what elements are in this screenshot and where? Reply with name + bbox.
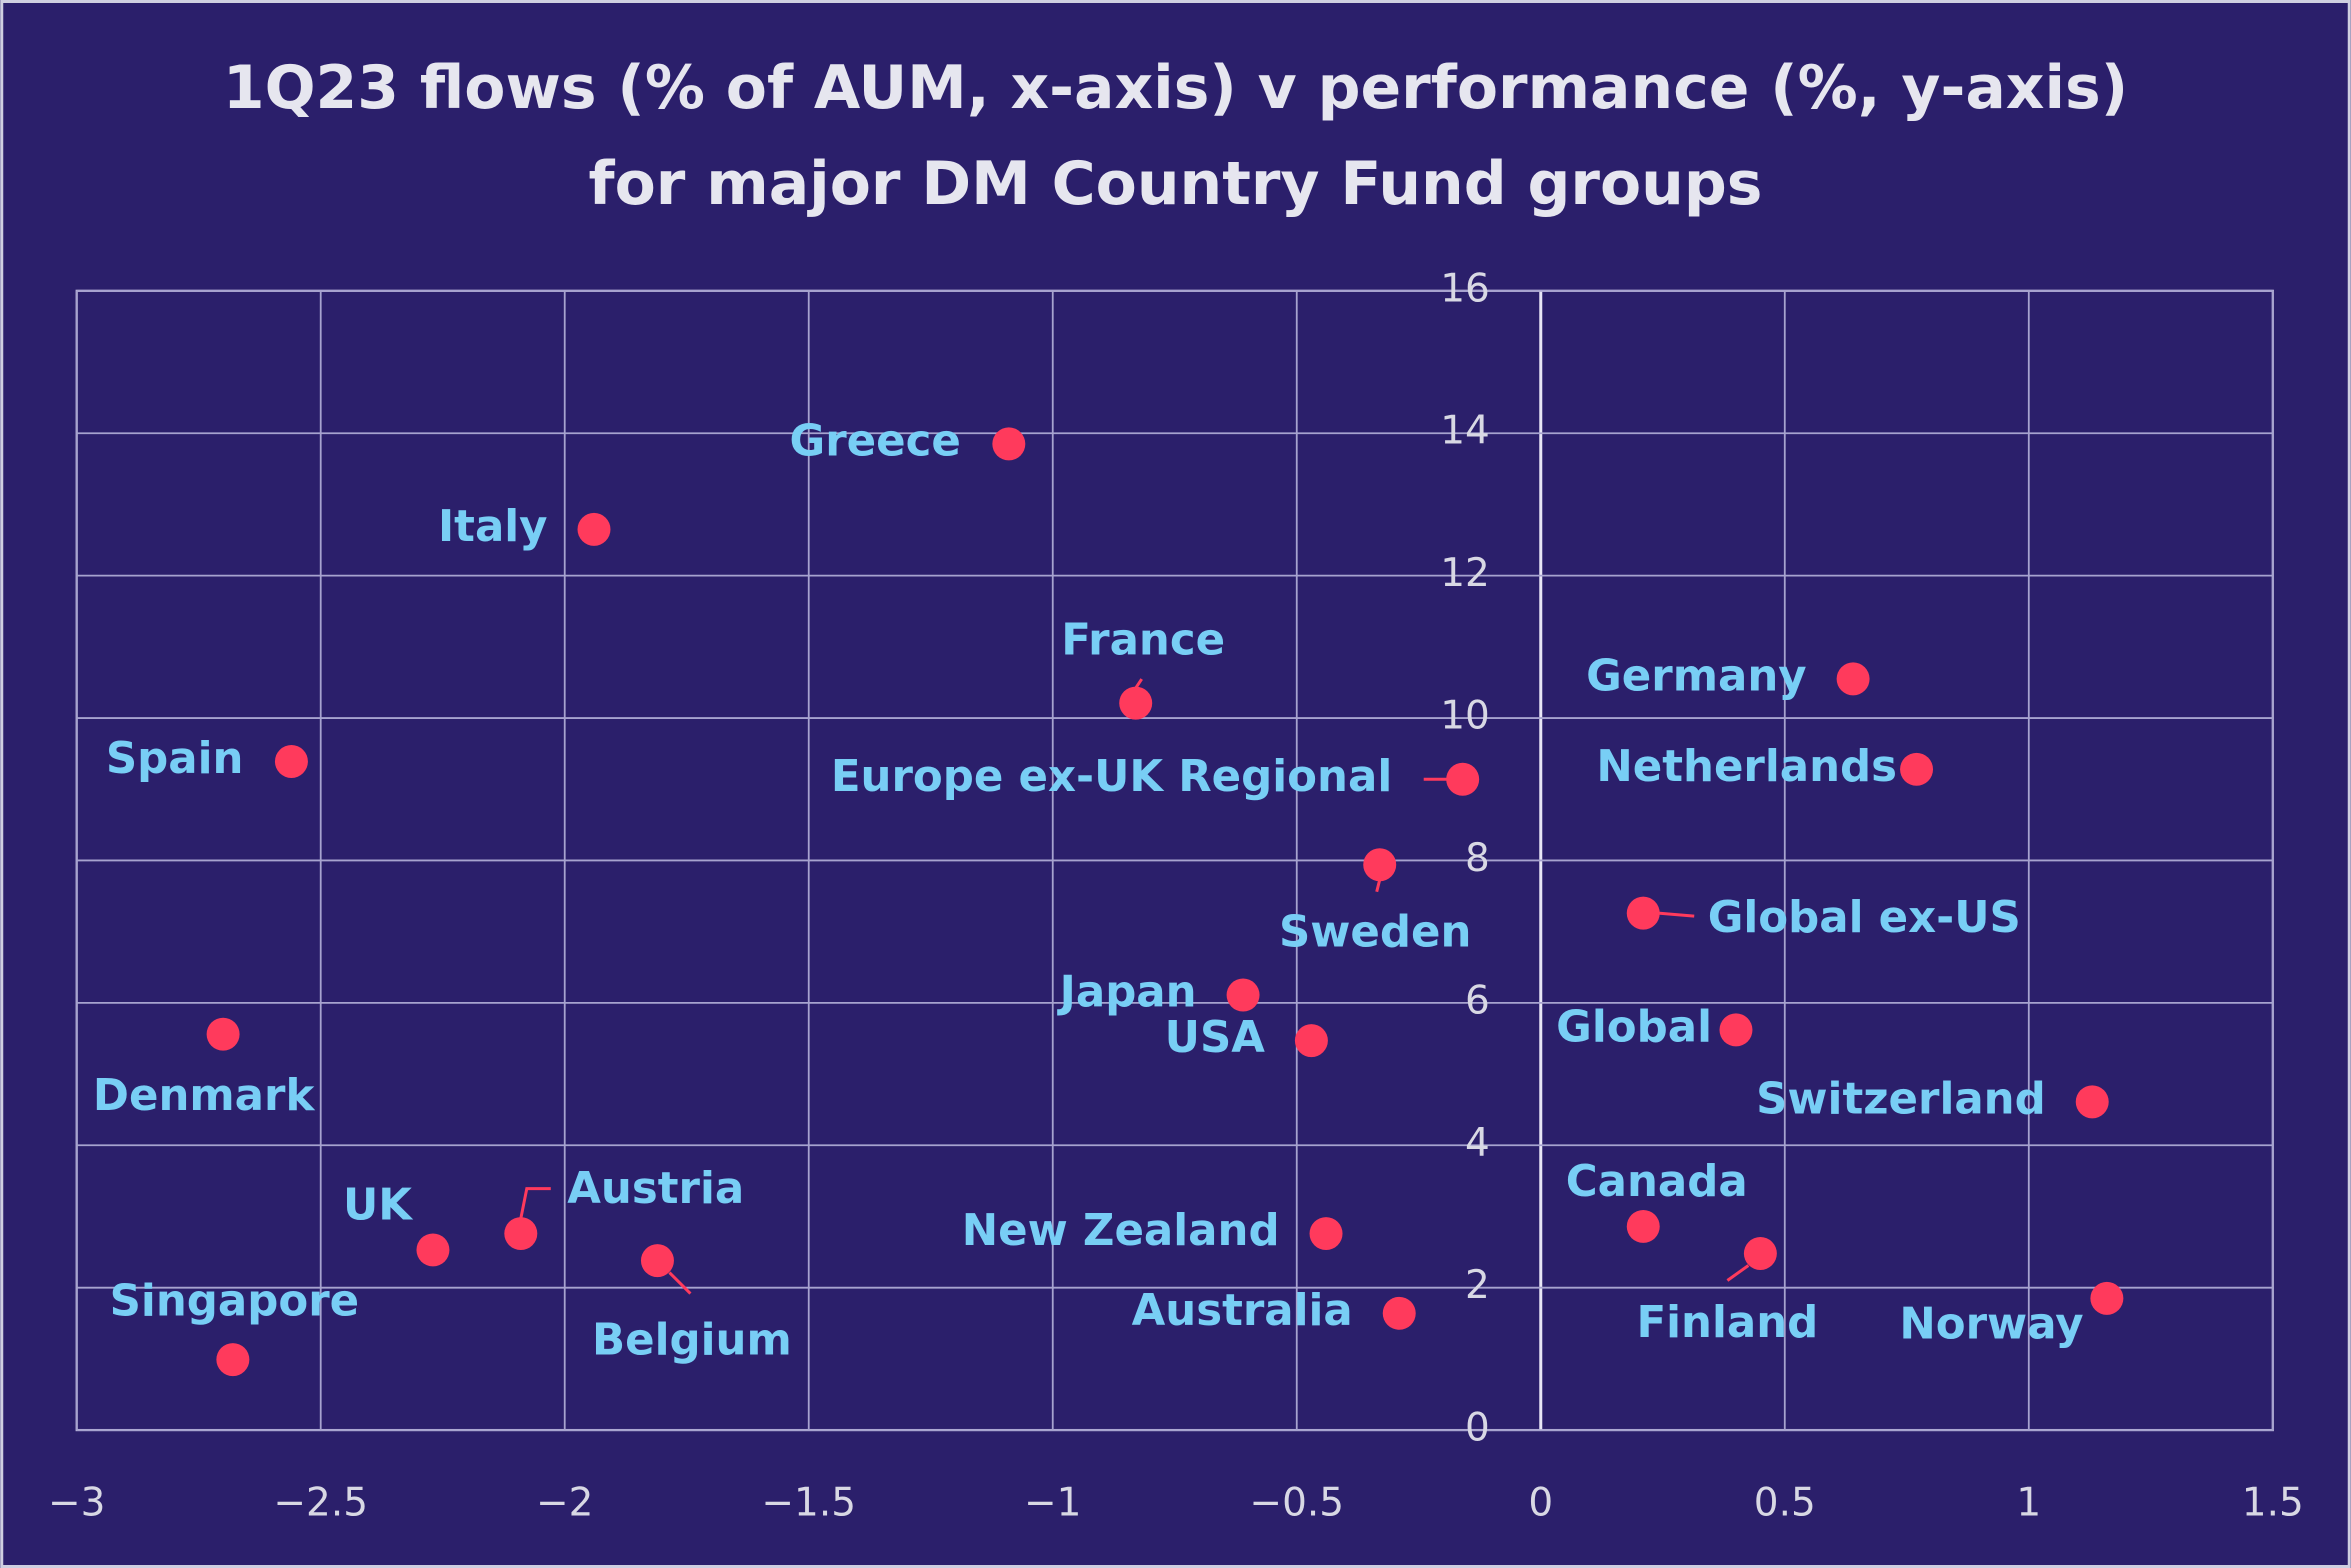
point-label: Australia — [1132, 1286, 1353, 1336]
point-label: UK — [343, 1180, 413, 1230]
point — [1626, 1209, 1660, 1243]
y-tick-label: 0 — [1465, 1406, 1490, 1451]
point-label: Global — [1556, 1002, 1712, 1052]
leader-line — [668, 1271, 692, 1295]
point — [206, 1017, 240, 1051]
chart-title: 1Q23 flows (% of AUM, x-axis) v performa… — [223, 53, 2128, 123]
point — [992, 427, 1026, 461]
x-tick-label: 1.5 — [2242, 1481, 2304, 1526]
point-label: France — [1061, 616, 1225, 666]
y-tick-label: 6 — [1465, 978, 1490, 1023]
point-label: Germany — [1586, 651, 1807, 701]
point — [504, 1217, 538, 1251]
point — [1309, 1217, 1343, 1251]
x-tick-label: −2 — [536, 1481, 593, 1526]
leader-line — [1726, 1264, 1750, 1282]
x-tick-label: −3 — [48, 1481, 105, 1526]
chart-title: for major DM Country Fund groups — [589, 149, 1763, 219]
leader-line — [519, 1187, 551, 1219]
point-label: Denmark — [93, 1071, 316, 1121]
y-tick-label: 2 — [1465, 1263, 1490, 1308]
y-tick-label: 4 — [1465, 1121, 1490, 1166]
point-label: Greece — [790, 416, 961, 466]
point — [1119, 686, 1153, 720]
y-tick-label: 16 — [1440, 266, 1490, 311]
point-label: Europe ex-UK Regional — [831, 752, 1392, 802]
point-label: Spain — [106, 734, 244, 784]
x-tick-label: −1.5 — [761, 1481, 856, 1526]
point-label: Finland — [1636, 1298, 1818, 1348]
point-label: Sweden — [1279, 908, 1472, 958]
point — [1446, 762, 1480, 796]
point — [2075, 1085, 2109, 1119]
point-label: Belgium — [592, 1316, 792, 1366]
point — [274, 744, 308, 778]
point — [216, 1343, 250, 1377]
point-label: Netherlands — [1596, 742, 1897, 792]
point-label: Canada — [1566, 1157, 1748, 1207]
point — [1836, 662, 1870, 696]
y-tick-label: 14 — [1440, 409, 1490, 454]
point — [1900, 752, 1934, 786]
point — [577, 512, 611, 546]
x-tick-label: −2.5 — [273, 1481, 368, 1526]
point-label: USA — [1165, 1013, 1266, 1063]
x-tick-label: 1 — [2016, 1481, 2041, 1526]
leader-line — [1375, 879, 1382, 893]
point-label: Norway — [1899, 1299, 2083, 1349]
point-label: Japan — [1057, 968, 1197, 1018]
point-label: Austria — [567, 1164, 744, 1214]
point — [1226, 978, 1260, 1012]
point — [2090, 1281, 2124, 1315]
point-label: Switzerland — [1756, 1074, 2046, 1124]
x-tick-label: 0 — [1528, 1481, 1553, 1526]
point — [1363, 848, 1397, 882]
x-tick-label: −1 — [1024, 1481, 1081, 1526]
point-label: Italy — [438, 502, 548, 552]
point-label: New Zealand — [962, 1206, 1280, 1256]
point — [1382, 1296, 1416, 1330]
leader-line — [1134, 678, 1143, 689]
point — [416, 1233, 450, 1267]
point — [640, 1244, 674, 1278]
leader-line — [1658, 911, 1695, 918]
point-label: Singapore — [110, 1277, 360, 1327]
point — [1743, 1237, 1777, 1270]
y-tick-label: 8 — [1465, 836, 1490, 881]
point — [1719, 1013, 1753, 1047]
x-tick-label: 0.5 — [1754, 1481, 1816, 1526]
point-label: Global ex-US — [1708, 893, 2021, 943]
y-tick-label: 10 — [1440, 694, 1490, 739]
point — [1294, 1024, 1328, 1058]
x-tick-label: −0.5 — [1249, 1481, 1344, 1526]
y-tick-label: 12 — [1440, 551, 1490, 596]
point — [1626, 896, 1660, 930]
